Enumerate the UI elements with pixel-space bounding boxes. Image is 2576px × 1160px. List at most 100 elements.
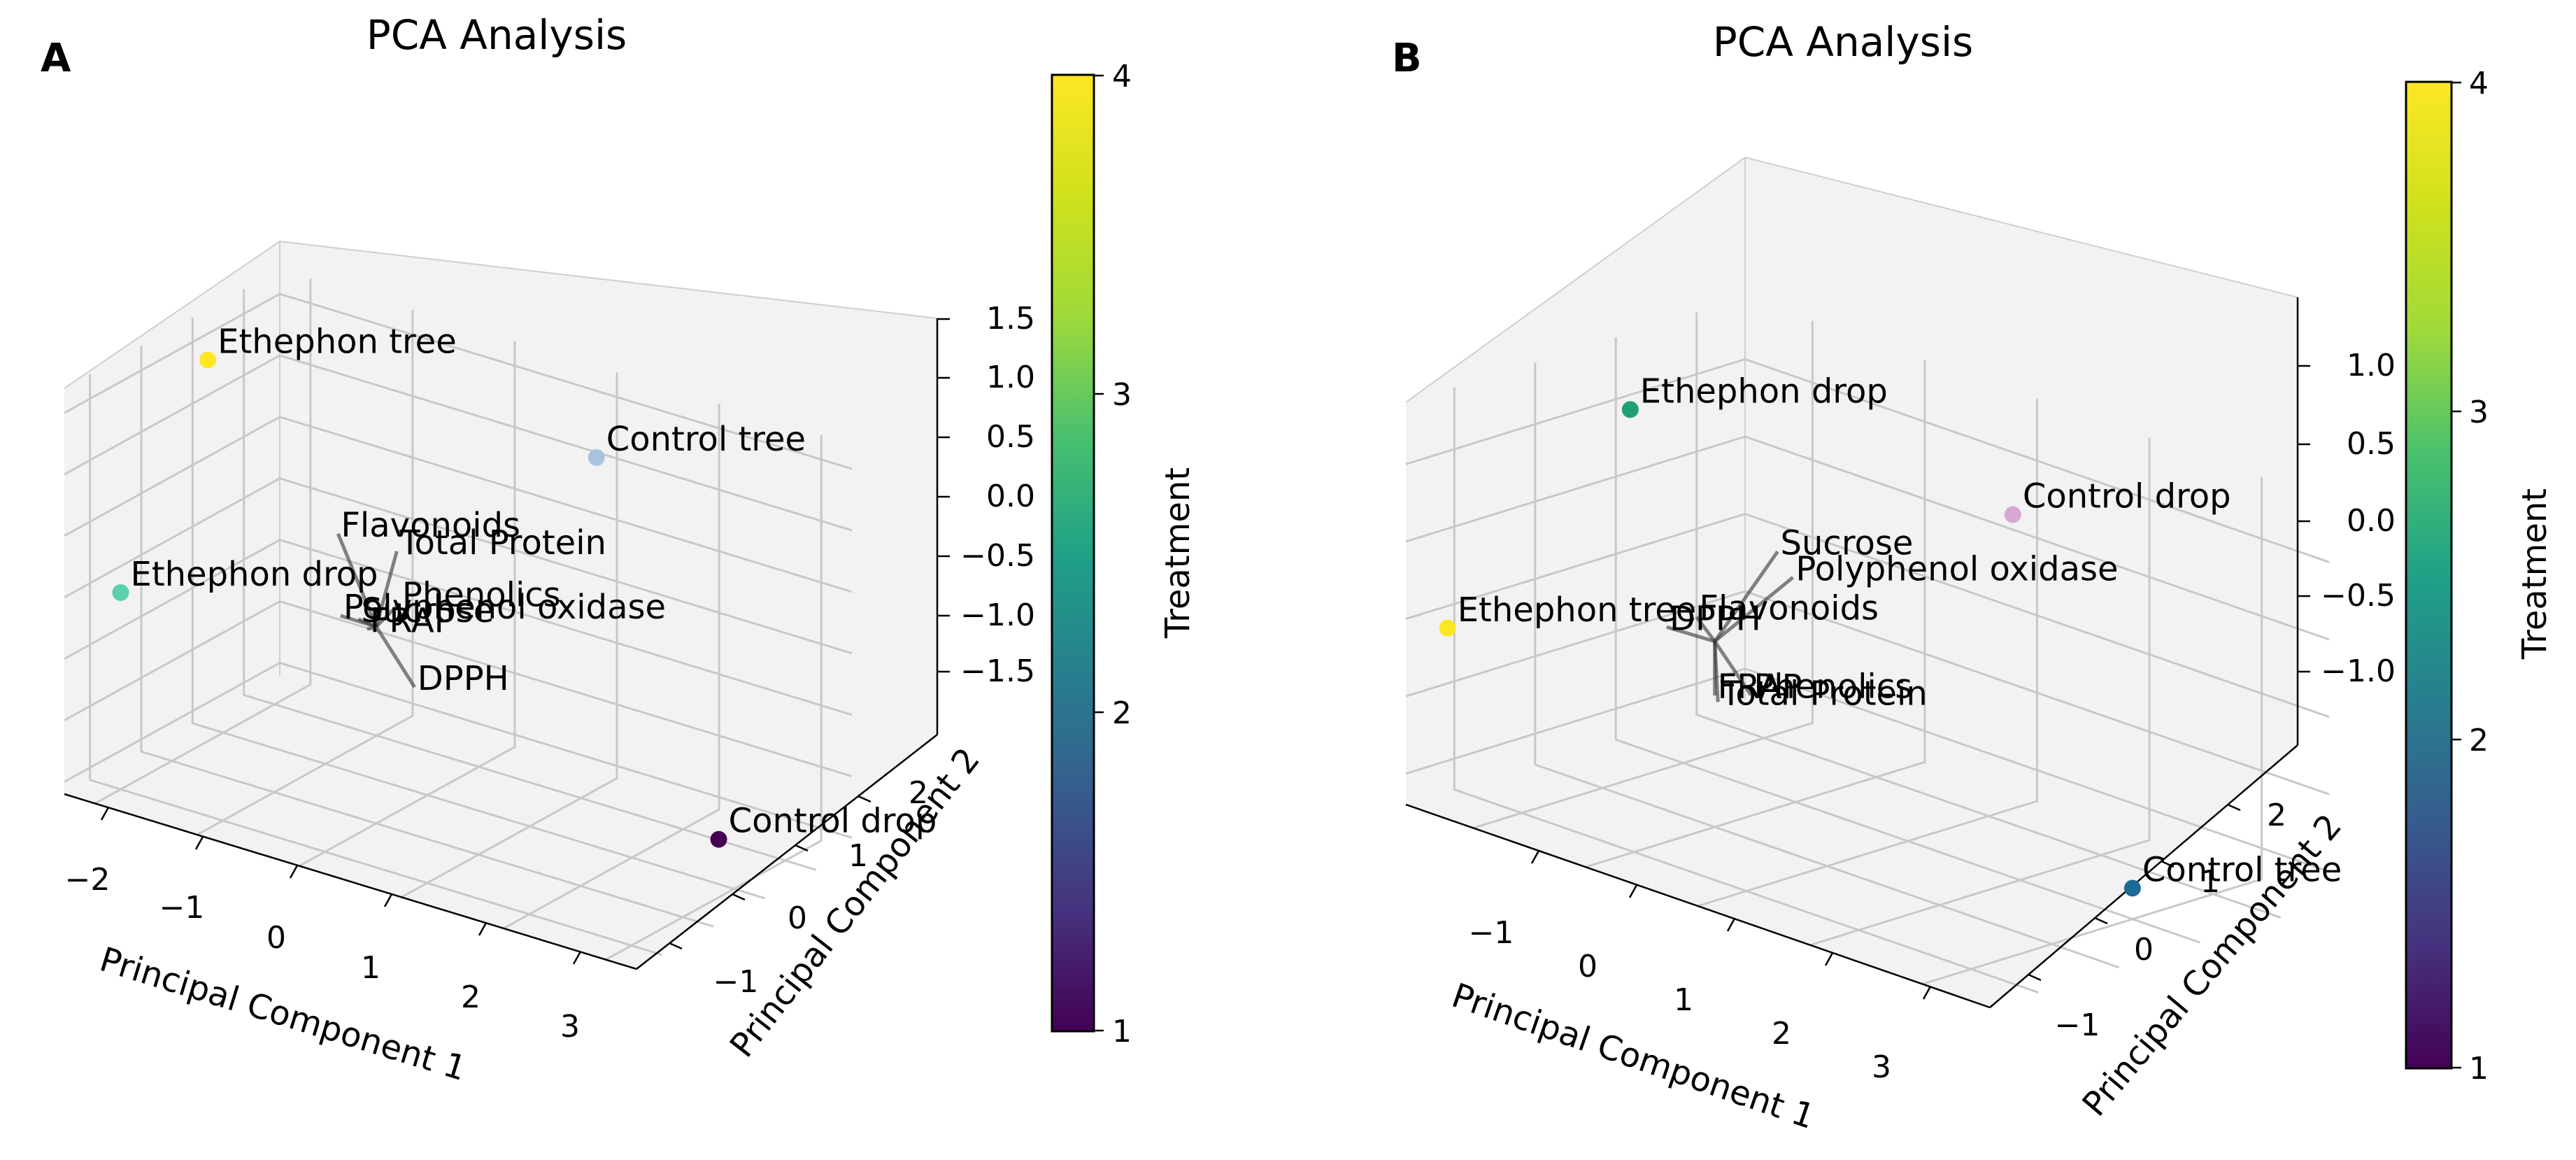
back-pane-left-a — [64, 241, 280, 794]
loading-label: FRAP — [370, 601, 455, 640]
grid-line — [64, 354, 853, 532]
x-tick-label: −1 — [1469, 915, 1514, 951]
grid-line — [1614, 337, 2200, 944]
grid-line — [1405, 590, 2330, 795]
x-axis-label-a: Principal Component 1 — [95, 940, 471, 1089]
loading-label: DPPH — [418, 659, 509, 698]
z-tick-label: −0.5 — [2321, 578, 2396, 614]
colorbar-tick-label: 4 — [1112, 59, 1132, 94]
z-tick-label: −1.0 — [2321, 653, 2396, 689]
grid-line — [89, 374, 663, 956]
score-point — [1439, 619, 1456, 637]
grid-a — [64, 278, 853, 961]
score-point — [588, 448, 605, 466]
grid-line — [1405, 667, 2330, 873]
grid-line — [401, 372, 618, 898]
grid-line — [64, 600, 853, 777]
grid-line — [64, 477, 853, 655]
points-a: Control tree Ethephon tree Ethephon drop Co… — [112, 322, 937, 848]
colorbar-tick-label: 2 — [2469, 723, 2489, 758]
grid-line — [1472, 320, 1814, 829]
loading-label: Sucrose — [1781, 523, 1914, 563]
back-pane-left-b — [1406, 157, 1745, 805]
grid-line — [1922, 476, 2263, 985]
grid-line — [197, 310, 414, 836]
y-tick-label: −1 — [2055, 1007, 2100, 1043]
score-point — [1621, 401, 1639, 418]
x-tick-label: 2 — [461, 979, 481, 1015]
back-pane-right-b — [1745, 157, 2298, 745]
x-tick-label: 3 — [560, 1009, 580, 1045]
x-tick-label: 1 — [1674, 982, 1693, 1018]
colorbar-tick-label: 3 — [2469, 395, 2489, 430]
grid-line — [605, 434, 823, 961]
point-label: Control drop — [729, 802, 937, 841]
score-point — [2123, 879, 2141, 897]
chart-title-b: PCA Analysis — [1713, 18, 1974, 66]
point-label: Control tree — [606, 420, 806, 459]
loading-vector — [357, 617, 377, 629]
loading-label: FRAP — [1718, 667, 1802, 707]
z-tick-label: −1.0 — [960, 597, 1035, 633]
x-axis-line-a — [64, 793, 637, 970]
grid-line — [1809, 437, 2151, 947]
grid-line — [1585, 360, 1926, 868]
point-label: Ethephon tree — [1458, 590, 1697, 630]
x-tick-label: −1 — [159, 890, 205, 926]
y-ticks-a: −1 0 1 2 — [669, 775, 928, 1000]
loading-vector — [1666, 625, 1716, 644]
x-axis-line-b — [1405, 803, 1991, 1009]
loading-label: Phenolics — [1753, 667, 1912, 706]
z-ticks-b: 1.0 0.5 0.0 −0.5 −1.0 — [2298, 348, 2396, 689]
colorbar-tick-label: 1 — [2469, 1051, 2489, 1087]
z-tick-label: 0.5 — [2347, 426, 2396, 462]
x-axis-label-b: Principal Component 1 — [1447, 976, 1820, 1137]
grid-line — [64, 661, 853, 839]
loading-label: Sucrose — [361, 591, 494, 630]
loading-vector — [1714, 576, 1794, 643]
colorbar-tick-label: 4 — [2469, 66, 2489, 101]
panel-label-b: B — [1392, 36, 1422, 81]
x-ticks-b: −1 0 1 2 3 — [1469, 850, 1932, 1085]
y-tick-label: 0 — [2134, 932, 2154, 968]
grid-line — [1405, 513, 2330, 719]
loading-label: Flavonoids — [341, 506, 520, 545]
z-tick-label: 1.5 — [986, 301, 1035, 337]
loading-vector — [1713, 640, 1753, 696]
grid-line — [94, 278, 312, 805]
colorbar-gradient-a — [1052, 75, 1094, 1031]
y-tick-label: 2 — [909, 775, 928, 811]
score-point — [112, 583, 129, 601]
x-tick-label: 1 — [361, 950, 380, 986]
loading-label: Flavonoids — [1699, 589, 1879, 628]
grid-b — [1405, 312, 2330, 993]
floor-pane-b — [1406, 700, 2298, 1007]
point-label: Control drop — [2023, 477, 2231, 516]
y-axis-line-a — [636, 734, 938, 970]
loading-vector — [367, 625, 377, 631]
grid-line — [1698, 399, 2038, 907]
grid-line — [243, 289, 817, 871]
colorbar-b: 4 3 2 1 Treatment — [2405, 66, 2554, 1087]
back-pane-right-a — [280, 241, 937, 735]
loading-label: Polyphenol oxidase — [1795, 549, 2118, 588]
grid-line — [1695, 312, 2282, 919]
grid-line — [140, 346, 714, 928]
grid-line — [191, 317, 765, 900]
loading-vector — [1695, 616, 1716, 643]
x-tick-label: 2 — [1772, 1016, 1791, 1052]
grid-line — [299, 341, 516, 867]
grid-line — [503, 403, 720, 930]
y-tick-label: 0 — [788, 900, 807, 936]
colorbar-tick-label: 1 — [1112, 1014, 1132, 1049]
grid-line — [64, 292, 853, 470]
y-tick-label: 2 — [2267, 798, 2286, 833]
z-tick-label: −0.5 — [960, 538, 1035, 574]
z-tick-label: −1.5 — [960, 653, 1035, 689]
panel-label-a: A — [41, 36, 71, 81]
y-tick-label: 1 — [2200, 864, 2220, 900]
z-tick-label: 1.0 — [2347, 348, 2396, 383]
